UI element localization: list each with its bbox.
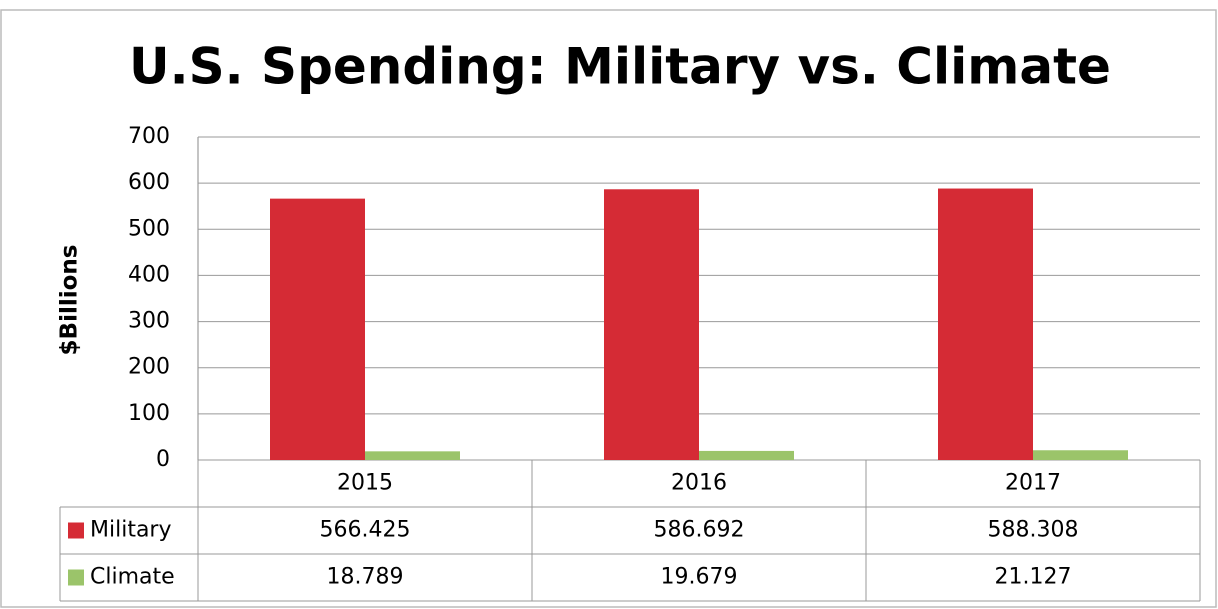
y-tick-label: 300 — [128, 309, 170, 334]
table-value: 19.679 — [661, 565, 738, 590]
chart-title: U.S. Spending: Military vs. Climate — [129, 38, 1111, 96]
y-tick-label: 700 — [128, 124, 170, 149]
y-tick-label: 600 — [128, 170, 170, 195]
y-tick-label: 200 — [128, 355, 170, 380]
y-tick-label: 500 — [128, 216, 170, 241]
table-value: 586.692 — [654, 518, 745, 543]
table-value: 566.425 — [320, 518, 411, 543]
x-tick-label: 2016 — [671, 471, 727, 496]
x-tick-label: 2015 — [337, 471, 393, 496]
x-tick-label: 2017 — [1005, 471, 1061, 496]
bar — [699, 450, 794, 460]
bar — [604, 189, 699, 460]
y-tick-label: 400 — [128, 262, 170, 287]
legend-swatch — [68, 569, 84, 586]
bar — [365, 451, 460, 460]
bar — [1033, 450, 1128, 460]
table-value: 588.308 — [988, 518, 1079, 543]
table-value: 21.127 — [995, 565, 1072, 590]
y-axis-label: $Billions — [57, 245, 83, 356]
y-tick-label: 0 — [156, 447, 170, 472]
table-value: 18.789 — [327, 565, 404, 590]
legend-swatch — [68, 522, 84, 539]
bar — [270, 198, 365, 460]
bar — [938, 188, 1033, 460]
legend-label: Climate — [90, 565, 175, 590]
legend-label: Military — [90, 518, 172, 543]
y-tick-label: 100 — [128, 401, 170, 426]
